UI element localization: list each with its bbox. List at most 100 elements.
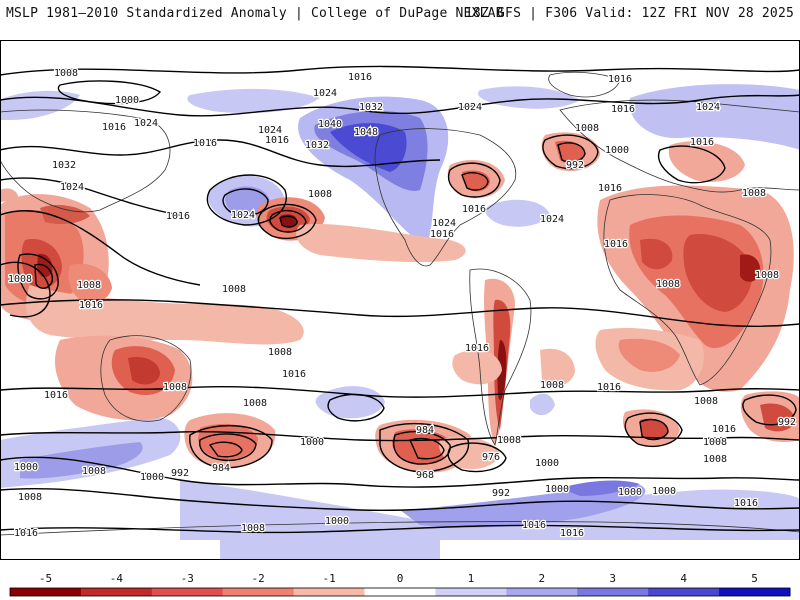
isobar-label: 1016 bbox=[597, 382, 621, 393]
isobar-label: 1000 bbox=[535, 458, 559, 469]
isobar-label: 1008 bbox=[742, 188, 766, 199]
isobar-label: 1016 bbox=[265, 135, 289, 146]
isobar-label: 1016 bbox=[611, 104, 635, 115]
isobar-label: 1016 bbox=[465, 343, 489, 354]
isobar-label: 968 bbox=[416, 470, 434, 481]
isobar-label: 1032 bbox=[359, 102, 383, 113]
isobar-labels: 1008 1000 1016 1024 1016 1032 1024 1040 … bbox=[7, 67, 798, 541]
chart-title: MSLP 1981–2010 Standardized Anomaly | Co… bbox=[6, 6, 504, 21]
isobar-label: 1008 bbox=[163, 382, 187, 393]
colorbar-segment bbox=[506, 588, 578, 596]
isobar-label: 1008 bbox=[77, 280, 101, 291]
colorbar-tick-label: 2 bbox=[539, 572, 546, 585]
colorbar-tick-label: 1 bbox=[468, 572, 475, 585]
colorbar-tick-label: 5 bbox=[751, 572, 758, 585]
isobar-label: 1016 bbox=[560, 528, 584, 539]
colorbar-outline bbox=[9, 587, 791, 597]
isobar-label: 1016 bbox=[734, 498, 758, 509]
isobar-label: 1024 bbox=[134, 118, 158, 129]
colorbar-segments bbox=[9, 587, 791, 597]
isobar-label: 992 bbox=[566, 160, 584, 171]
isobar-label: 1008 bbox=[243, 398, 267, 409]
isobar-label: 976 bbox=[482, 452, 500, 463]
isobar-label: 1008 bbox=[54, 68, 78, 79]
isobar-label: 1008 bbox=[656, 279, 680, 290]
isobar-label: 1000 bbox=[618, 487, 642, 498]
colorbar-segment bbox=[364, 588, 436, 596]
isobar-label: 1016 bbox=[690, 137, 714, 148]
isobar-label: 1016 bbox=[102, 122, 126, 133]
isobar-label: 1016 bbox=[14, 528, 38, 539]
isobar-label: 1016 bbox=[44, 390, 68, 401]
isobar-label: 1016 bbox=[608, 74, 632, 85]
isobar-label: 1008 bbox=[497, 435, 521, 446]
isobar-contours bbox=[0, 65, 800, 534]
colorbar-segment bbox=[577, 588, 649, 596]
isobar-label: 1008 bbox=[703, 437, 727, 448]
colorbar-tick-label: 3 bbox=[609, 572, 616, 585]
isobar-label: 1008 bbox=[755, 270, 779, 281]
isobar-label: 1024 bbox=[540, 214, 564, 225]
isobar-label: 1000 bbox=[545, 484, 569, 495]
isobar-label: 1000 bbox=[652, 486, 676, 497]
colorbar-segment bbox=[151, 588, 224, 596]
colorbar-tick-label: 4 bbox=[680, 572, 687, 585]
isobar-label: 992 bbox=[778, 417, 796, 428]
isobar-label: 1008 bbox=[540, 380, 564, 391]
isobar-label: 1016 bbox=[79, 300, 103, 311]
isobar-label: 1000 bbox=[605, 145, 629, 156]
isobar-label: 1008 bbox=[703, 454, 727, 465]
colorbar-tick-label: 0 bbox=[397, 572, 404, 585]
isobar-label: 1024 bbox=[258, 125, 282, 136]
isobar-label: 1032 bbox=[52, 160, 76, 171]
isobar-label: 1016 bbox=[193, 138, 217, 149]
isobar-label: 1008 bbox=[18, 492, 42, 503]
colorbar-tick-label: -1 bbox=[322, 572, 335, 585]
colorbar-ticks: -5 -4 -3 -2 -1 0 1 2 3 4 5 bbox=[39, 572, 758, 585]
isobar-label: 1008 bbox=[308, 189, 332, 200]
isobar-label: 1008 bbox=[575, 123, 599, 134]
colorbar-segment bbox=[435, 588, 507, 596]
isobar-label: 1024 bbox=[231, 210, 255, 221]
colorbar-segment bbox=[10, 588, 82, 596]
isobar-label: 1016 bbox=[712, 424, 736, 435]
model-run-info: 18Z GFS | F306 Valid: 12Z FRI NOV 28 202… bbox=[464, 6, 794, 21]
colorbar-segment bbox=[719, 588, 791, 596]
isobar-label: 992 bbox=[171, 468, 189, 479]
isobar-label: 1024 bbox=[696, 102, 720, 113]
anomaly-map: 1008 1000 1016 1024 1016 1032 1024 1040 … bbox=[0, 40, 800, 560]
isobar-label: 1000 bbox=[140, 472, 164, 483]
isobar-label: 1032 bbox=[305, 140, 329, 151]
isobar-label: 1040 bbox=[318, 119, 342, 130]
isobar-label: 1016 bbox=[604, 239, 628, 250]
positive-anomaly-fill bbox=[0, 84, 800, 560]
isobar-label: 1000 bbox=[300, 437, 324, 448]
isobar-label: 1024 bbox=[432, 218, 456, 229]
colorbar-tick-label: -5 bbox=[39, 572, 52, 585]
isobar-label: 1008 bbox=[268, 347, 292, 358]
colorbar-segment bbox=[222, 588, 295, 596]
colorbar-segment bbox=[648, 588, 720, 596]
isobar-label: 1024 bbox=[458, 102, 482, 113]
isobar-label: 1024 bbox=[60, 182, 84, 193]
isobar-label: 1016 bbox=[166, 211, 190, 222]
isobar-label: 1008 bbox=[241, 523, 265, 534]
colorbar-tick-label: -4 bbox=[110, 572, 124, 585]
isobar-label: 1000 bbox=[14, 462, 38, 473]
isobar-label: 1016 bbox=[282, 369, 306, 380]
isobar-label: 984 bbox=[416, 425, 434, 436]
isobar-label: 984 bbox=[212, 463, 230, 474]
negative-anomaly-fill bbox=[0, 132, 800, 473]
isobar-label: 1016 bbox=[522, 520, 546, 531]
isobar-label: 1024 bbox=[313, 88, 337, 99]
isobar-label: 1016 bbox=[462, 204, 486, 215]
isobar-label: 1016 bbox=[430, 229, 454, 240]
colorbar-tick-label: -2 bbox=[252, 572, 265, 585]
colorbar-segment bbox=[293, 588, 366, 596]
isobar-label: 1000 bbox=[115, 95, 139, 106]
isobar-label: 1000 bbox=[325, 516, 349, 527]
colorbar: -5 -4 -3 -2 -1 0 1 2 3 4 5 bbox=[9, 572, 791, 597]
isobar-label: 1008 bbox=[82, 466, 106, 477]
isobar-label: 1016 bbox=[598, 183, 622, 194]
colorbar-segment bbox=[80, 588, 153, 596]
